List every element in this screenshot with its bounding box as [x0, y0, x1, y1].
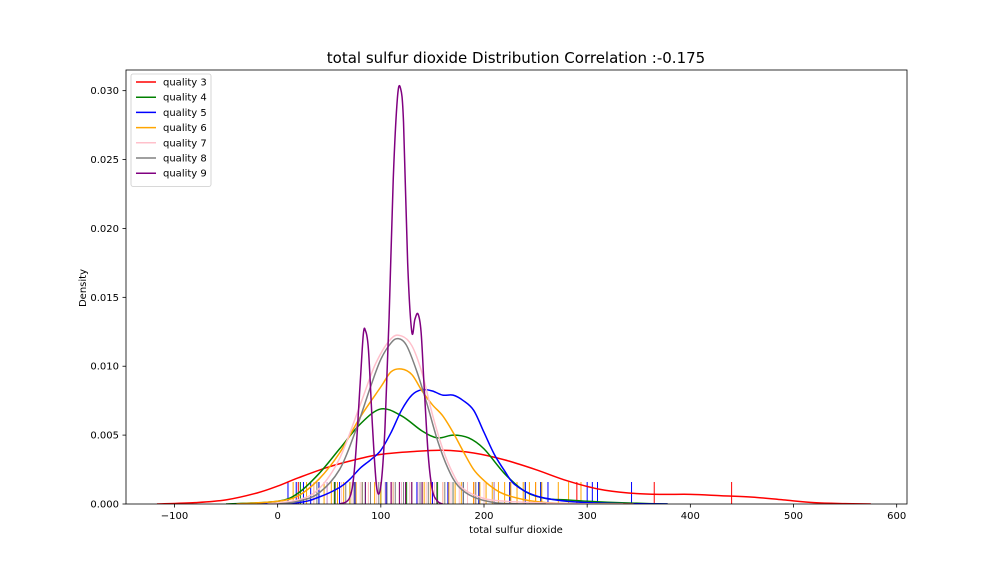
x-tick-label: 300 — [578, 511, 597, 522]
y-tick-label: 0.020 — [90, 224, 119, 235]
x-tick-label: 400 — [681, 511, 700, 522]
series-line-quality-7 — [267, 334, 624, 504]
x-tick-label: 0 — [274, 511, 280, 522]
x-tick-label: 100 — [371, 511, 390, 522]
x-tick-label: 200 — [474, 511, 493, 522]
legend-label: quality 5 — [163, 108, 207, 119]
series-line-quality-9 — [339, 84, 444, 504]
x-axis-label: total sulfur dioxide — [469, 525, 563, 536]
series-line-quality-8 — [277, 337, 546, 504]
y-axis-label: Density — [78, 269, 89, 307]
y-tick-label: 0.025 — [90, 155, 119, 166]
axes-frame — [125, 69, 908, 505]
y-tick-label: 0.005 — [90, 431, 119, 442]
legend-label: quality 4 — [163, 93, 207, 104]
rug-group-8 — [316, 482, 477, 504]
legend-label: quality 3 — [163, 78, 207, 89]
y-tick-label: 0.000 — [90, 500, 119, 511]
y-tick-label: 0.010 — [90, 362, 119, 373]
legend: quality 3 quality 4 quality 5 quality 6 qual… — [130, 73, 212, 187]
plot-content — [156, 84, 871, 504]
series-line-quality-4 — [226, 407, 668, 504]
x-tick-label: −100 — [161, 511, 188, 522]
chart-title: total sulfur dioxide Distribution Correl… — [327, 49, 705, 67]
legend-label: quality 9 — [163, 169, 207, 180]
legend-label: quality 7 — [163, 138, 207, 149]
series-line-quality-3 — [156, 449, 871, 504]
x-tick-label: 500 — [784, 511, 803, 522]
plot-area: −100 0 100 200 300 400 500 600 0.000 0.005 0.010 0.… — [90, 69, 908, 522]
legend-label: quality 8 — [163, 154, 207, 165]
y-tick-label: 0.015 — [90, 293, 119, 304]
rug-group-7 — [313, 482, 495, 504]
series-line-quality-5 — [257, 388, 668, 504]
rug-group-9 — [364, 482, 423, 504]
y-tick-label: 0.030 — [90, 86, 119, 97]
x-tick-label: 600 — [887, 511, 906, 522]
legend-label: quality 6 — [163, 123, 207, 134]
